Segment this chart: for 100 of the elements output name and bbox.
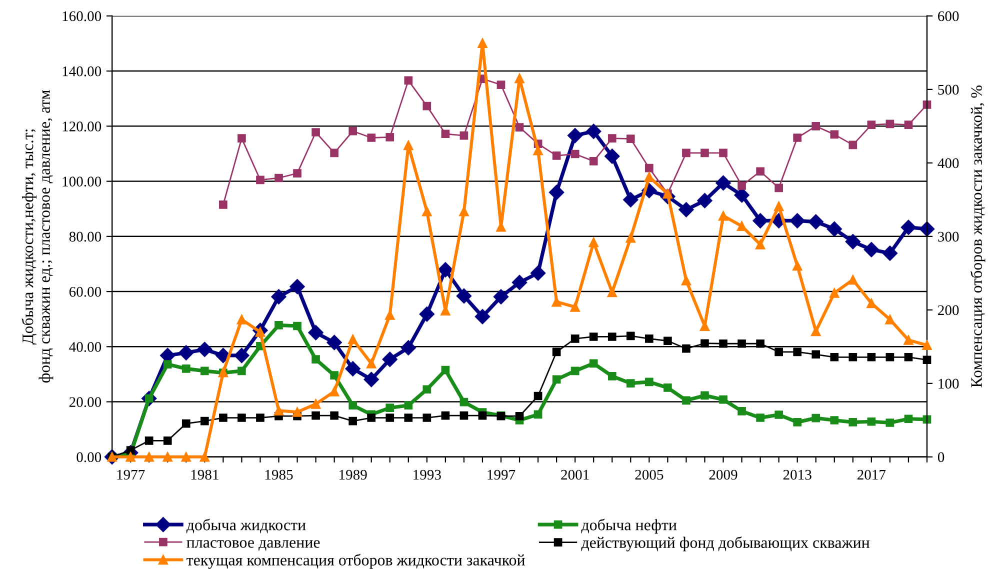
point <box>697 193 712 208</box>
point <box>886 352 894 362</box>
legend-label: пластовое давление <box>186 540 320 551</box>
point <box>864 242 879 258</box>
point <box>422 206 432 216</box>
point <box>664 336 672 346</box>
point <box>848 140 858 150</box>
point <box>774 410 783 419</box>
point <box>845 234 860 250</box>
point <box>812 350 820 359</box>
point <box>200 416 209 426</box>
point <box>460 398 468 406</box>
point <box>274 406 284 416</box>
point <box>644 172 654 182</box>
point <box>367 414 376 422</box>
point <box>256 176 264 184</box>
point <box>738 339 746 348</box>
point <box>738 406 746 416</box>
point <box>811 326 821 336</box>
x-tick-label: 1981 <box>191 470 218 480</box>
point <box>700 339 709 348</box>
point <box>752 213 768 228</box>
point <box>608 372 616 380</box>
point <box>682 344 690 353</box>
point <box>681 276 692 286</box>
point <box>793 348 802 356</box>
point <box>626 332 635 340</box>
point <box>719 148 728 158</box>
y2-tick-label: 200 <box>938 305 959 316</box>
point <box>607 287 617 298</box>
point <box>830 130 839 139</box>
point <box>886 418 894 427</box>
x-tick-label: 2017 <box>857 470 886 480</box>
point <box>736 221 747 231</box>
point <box>290 279 305 294</box>
point <box>366 358 376 368</box>
point <box>329 386 340 396</box>
point <box>922 340 932 350</box>
point <box>474 309 490 324</box>
point <box>919 221 935 237</box>
point <box>533 146 543 156</box>
point <box>478 411 487 420</box>
x-tick-label: 1985 <box>265 470 293 480</box>
legend-label: добыча нефти <box>581 518 677 534</box>
x-tick-label: 1997 <box>488 470 516 480</box>
point <box>386 414 394 422</box>
point <box>236 314 247 324</box>
point <box>182 364 190 373</box>
point <box>404 76 413 85</box>
point <box>459 206 469 216</box>
point <box>530 266 546 281</box>
point <box>348 126 357 136</box>
legend-label: действующий фонд добывающих скважин <box>581 536 870 552</box>
point <box>790 213 805 228</box>
y-tick-label: 140.00 <box>62 66 102 76</box>
point <box>348 416 357 426</box>
x-tick-label: 2001 <box>561 470 589 480</box>
legend-label: добыча жидкости <box>186 518 306 534</box>
point <box>422 102 432 110</box>
point <box>238 366 246 376</box>
point <box>626 134 635 144</box>
point <box>885 314 895 324</box>
point <box>904 414 913 424</box>
point <box>386 404 394 412</box>
point <box>404 140 414 150</box>
point <box>234 348 250 364</box>
y2-tick-label: 400 <box>938 158 959 168</box>
point <box>626 379 635 388</box>
point <box>404 401 413 410</box>
x-tick-label: 2005 <box>635 470 664 480</box>
point <box>308 325 324 340</box>
point <box>792 260 802 271</box>
y2-axis-title: Компенсация отборов жидкости закачкой, % <box>970 86 986 388</box>
point <box>645 378 654 386</box>
point <box>144 452 154 462</box>
point <box>570 302 580 312</box>
y-tick-label: 60.00 <box>69 286 102 297</box>
point <box>664 384 672 392</box>
point <box>441 366 450 374</box>
point <box>514 74 524 84</box>
point <box>719 395 728 404</box>
point <box>460 131 468 140</box>
y-axis-title: Добыча жидкости,нефти, тыс.т; фонд скважин ед.; пластовое давление, атм <box>22 90 54 383</box>
point <box>552 296 562 307</box>
point <box>534 392 542 400</box>
point <box>460 411 468 420</box>
point <box>422 414 432 422</box>
point <box>548 184 564 200</box>
point <box>422 385 432 394</box>
point <box>271 289 286 304</box>
point <box>682 148 690 158</box>
point <box>385 310 395 320</box>
point <box>718 210 728 221</box>
point <box>734 188 750 203</box>
point <box>419 306 434 322</box>
point <box>738 182 746 190</box>
point <box>608 332 616 341</box>
point <box>400 340 416 356</box>
y-tick-label: 80.00 <box>69 232 102 242</box>
point <box>626 233 636 243</box>
